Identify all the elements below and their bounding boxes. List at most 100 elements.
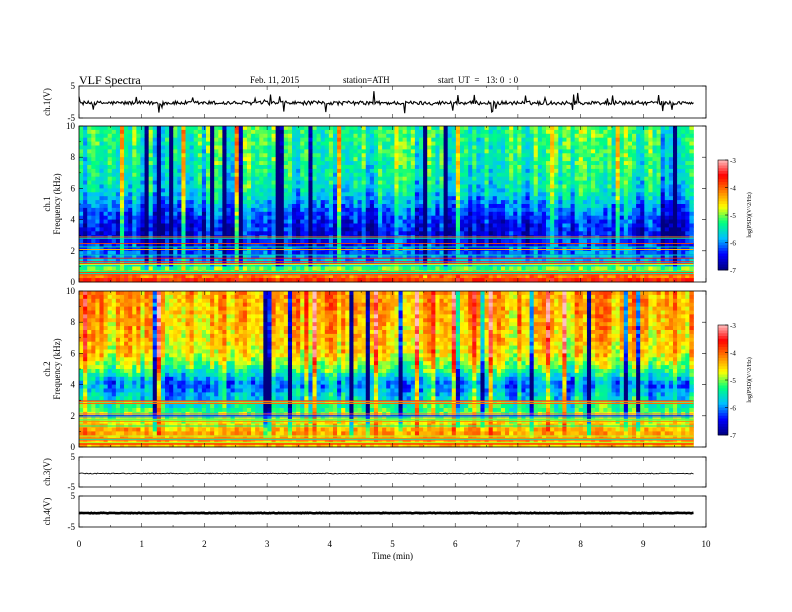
spectrogram-cell xyxy=(300,196,305,201)
spectrogram-cell xyxy=(455,133,461,139)
spectrogram-cell xyxy=(238,204,244,209)
spectrogram-cell xyxy=(263,196,268,201)
spectrogram-cell xyxy=(476,227,481,232)
spectrogram-cell xyxy=(99,145,104,150)
spectrogram-cell xyxy=(201,149,207,154)
spectrogram-cell xyxy=(369,200,375,205)
spectrogram-cell xyxy=(611,204,617,209)
spectrogram-cell xyxy=(177,161,182,166)
spectrogram-cell xyxy=(607,149,612,154)
spectrogram-cell xyxy=(562,161,567,166)
spectrogram-cell xyxy=(427,149,432,154)
spectrogram-cell xyxy=(226,246,231,252)
spectrogram-cell xyxy=(410,204,416,209)
spectrogram-cell xyxy=(672,149,678,154)
spectrogram-cell xyxy=(373,184,379,189)
spectrogram-cell xyxy=(283,157,289,162)
spectrogram-cell xyxy=(128,145,133,150)
spectrogram-cell xyxy=(595,239,600,244)
spectrogram-cell xyxy=(619,172,625,178)
spectrogram-cell xyxy=(472,204,477,209)
spectrogram-cell xyxy=(398,196,404,201)
spectrogram-cell xyxy=(615,235,621,240)
spectrogram-cell xyxy=(562,145,567,150)
spectrogram-cell xyxy=(267,219,272,224)
spectrogram-cell xyxy=(304,239,309,244)
spectrogram-cell xyxy=(226,231,231,236)
spectrogram-cell xyxy=(566,184,571,189)
spectrogram-cell xyxy=(660,246,666,252)
spectrogram-cell xyxy=(210,204,215,209)
spectrogram-cell xyxy=(419,243,424,248)
spectrogram-cell xyxy=(517,180,522,185)
spectrogram-cell xyxy=(382,126,387,131)
spectrogram-cell xyxy=(312,165,317,170)
spectrogram-cell xyxy=(263,176,268,181)
spectrogram-cell xyxy=(554,184,559,189)
spectrogram-cell xyxy=(472,176,477,181)
spectrogram-cell xyxy=(156,145,162,150)
spectrogram-cell xyxy=(578,126,584,131)
spectrogram-cell xyxy=(566,227,571,232)
spectrogram-cell xyxy=(410,172,416,178)
spectrogram-cell xyxy=(111,145,117,150)
spectrogram-cell xyxy=(181,211,186,217)
spectrogram-cell xyxy=(570,165,576,170)
spectrogram-cell xyxy=(574,165,580,170)
spectrogram-cell xyxy=(292,129,297,135)
spectrogram-cell xyxy=(316,145,322,150)
spectrogram-cell xyxy=(406,180,412,185)
spectrogram-cell xyxy=(205,129,211,135)
spectrogram-cell xyxy=(111,223,117,228)
spectrogram-cell xyxy=(128,133,133,139)
spectrogram-cell xyxy=(578,137,584,142)
spectrogram-cell xyxy=(541,250,547,256)
spectrogram-cell xyxy=(296,215,301,220)
spectrogram-cell xyxy=(111,215,117,220)
spectrogram-cell xyxy=(541,133,547,139)
spectrogram-cell xyxy=(636,141,641,146)
spectrogram-cell xyxy=(173,180,178,185)
spectrogram-cell xyxy=(99,149,104,154)
spectrogram-cell xyxy=(337,126,342,131)
spectrogram-cell xyxy=(537,153,543,158)
spectrogram-cell xyxy=(447,137,453,142)
spectrogram-cell xyxy=(304,211,309,217)
spectrogram-cell xyxy=(685,188,690,193)
spectrogram-cell xyxy=(636,172,641,178)
spectrogram-cell xyxy=(226,172,231,178)
spectrogram-cell xyxy=(238,231,244,236)
spectrogram-cell xyxy=(517,219,522,224)
spectrogram-cell xyxy=(119,161,125,166)
spectrogram-cell xyxy=(414,200,420,205)
spectrogram-cell xyxy=(103,250,109,256)
spectrogram-cell xyxy=(189,192,195,197)
spectrogram-cell xyxy=(578,188,584,193)
spectrogram-cell xyxy=(87,246,92,252)
spectrogram-cell xyxy=(648,126,653,131)
spectrogram-cell xyxy=(689,207,694,213)
spectrogram-cell xyxy=(386,211,391,217)
spectrogram-cell xyxy=(664,239,670,244)
spectrogram-cell xyxy=(218,239,223,244)
spectrogram-cell xyxy=(287,137,293,142)
spectrogram-cell xyxy=(156,204,162,209)
spectrogram-cell xyxy=(361,192,367,197)
spectrogram-cell xyxy=(660,223,666,228)
spectrogram-cell xyxy=(431,153,436,158)
spectrogram-cell xyxy=(472,207,477,213)
spectrogram-cell xyxy=(558,129,563,135)
spectrogram-cell xyxy=(165,176,170,181)
spectrogram-cell xyxy=(586,180,592,185)
spectrogram-cell xyxy=(300,250,305,256)
spectrogram-cell xyxy=(259,196,264,201)
spectrogram-cell xyxy=(337,227,342,232)
spectrogram-cell xyxy=(468,149,473,154)
spectrogram-cell xyxy=(193,219,199,224)
spectrogram-cell xyxy=(382,149,387,154)
spectrogram-cell xyxy=(148,188,154,193)
spectrogram-cell xyxy=(545,188,551,193)
spectrogram-cell xyxy=(83,204,88,209)
spectrogram-cell xyxy=(640,227,645,232)
spectrogram-cell xyxy=(537,227,543,232)
